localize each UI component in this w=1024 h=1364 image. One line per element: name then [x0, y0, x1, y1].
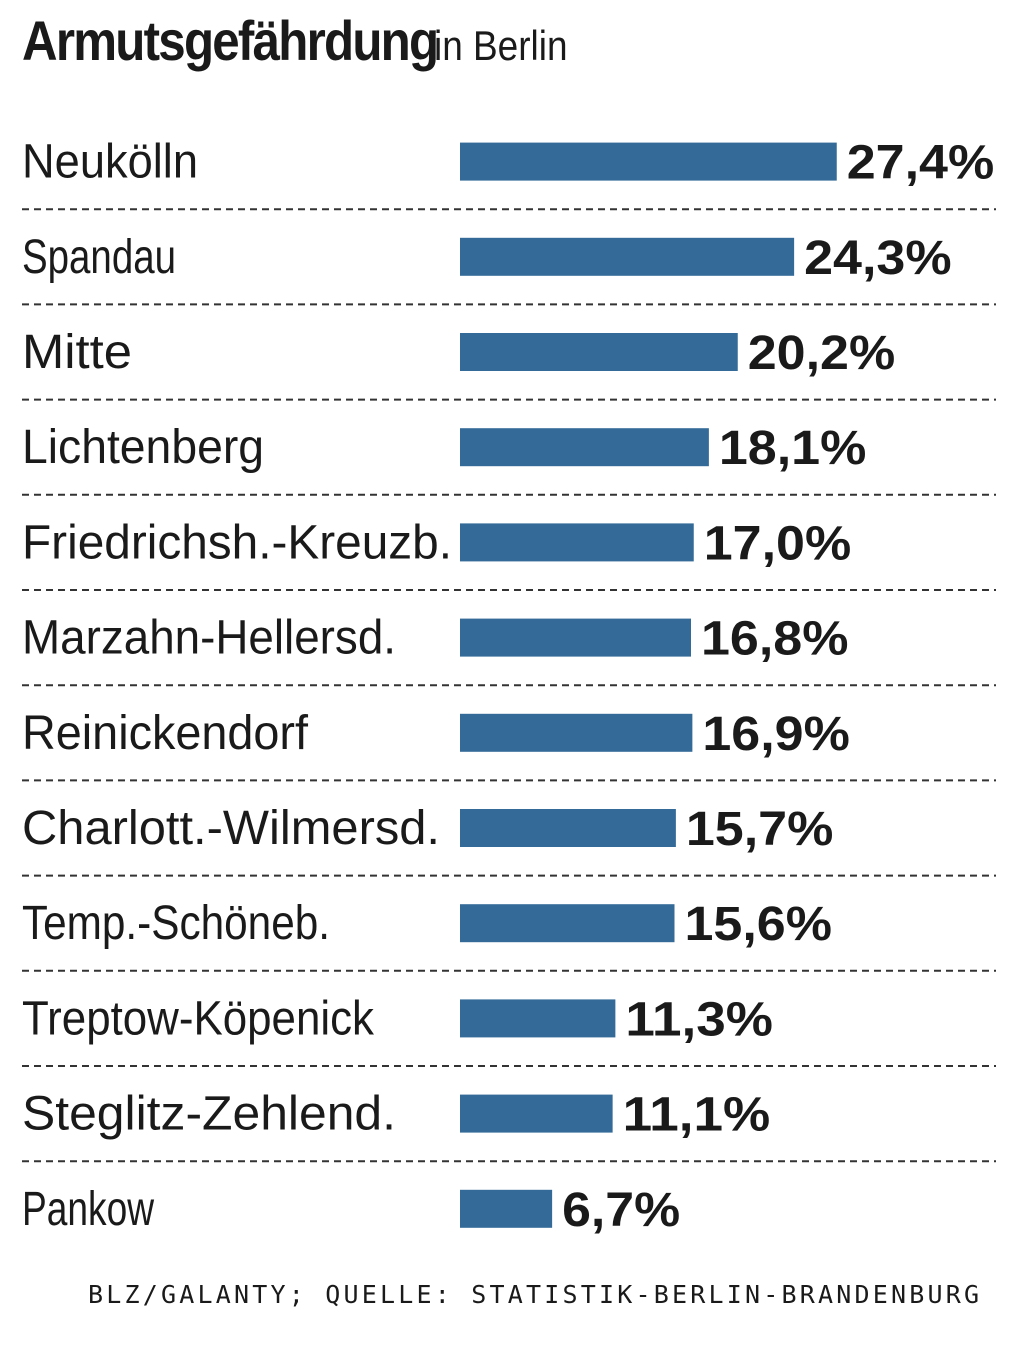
value-label: 15,7%	[686, 803, 834, 856]
value-label: 11,3%	[625, 993, 773, 1046]
category-label: Spandau	[22, 231, 176, 284]
bar	[460, 1190, 552, 1228]
category-label: Reinickendorf	[22, 707, 309, 760]
value-label: 18,1%	[719, 422, 867, 475]
bar	[460, 333, 738, 371]
bar	[460, 904, 675, 942]
value-label: 16,9%	[702, 708, 850, 761]
bar	[460, 143, 837, 181]
bar	[460, 714, 692, 752]
bar-chart: Neukölln 27,4% Spandau 24,3% Mitte 20,2% Licht…	[0, 0, 1024, 1270]
value-label: 27,4%	[847, 137, 995, 190]
bar	[460, 1095, 613, 1133]
value-label: 17,0%	[704, 517, 852, 570]
value-label: 16,8%	[701, 613, 849, 666]
bar	[460, 619, 691, 657]
bar	[460, 809, 676, 847]
category-label: Friedrichsh.-Kreuzb.	[22, 516, 452, 569]
bar	[460, 238, 794, 276]
value-label: 11,1%	[623, 1089, 771, 1142]
value-label: 15,6%	[685, 898, 833, 951]
category-label: Steglitz-Zehlend.	[22, 1088, 396, 1141]
bar	[460, 999, 615, 1037]
value-label: 20,2%	[748, 327, 896, 380]
category-label: Marzahn-Hellersd.	[22, 612, 396, 665]
bar	[460, 523, 694, 561]
category-label: Lichtenberg	[22, 421, 264, 474]
category-label: Pankow	[22, 1183, 154, 1236]
category-label: Neukölln	[22, 136, 198, 189]
category-label: Temp.-Schöneb.	[22, 897, 330, 950]
value-label: 6,7%	[562, 1184, 680, 1237]
category-label: Mitte	[22, 326, 132, 379]
category-label: Charlott.-Wilmersd.	[22, 802, 440, 855]
bar	[460, 428, 709, 466]
category-label: Treptow-Köpenick	[22, 992, 375, 1045]
value-label: 24,3%	[804, 232, 952, 285]
source-credit: BLZ/GALANTY; QUELLE: STATISTIK-BERLIN-BR…	[88, 1280, 982, 1309]
